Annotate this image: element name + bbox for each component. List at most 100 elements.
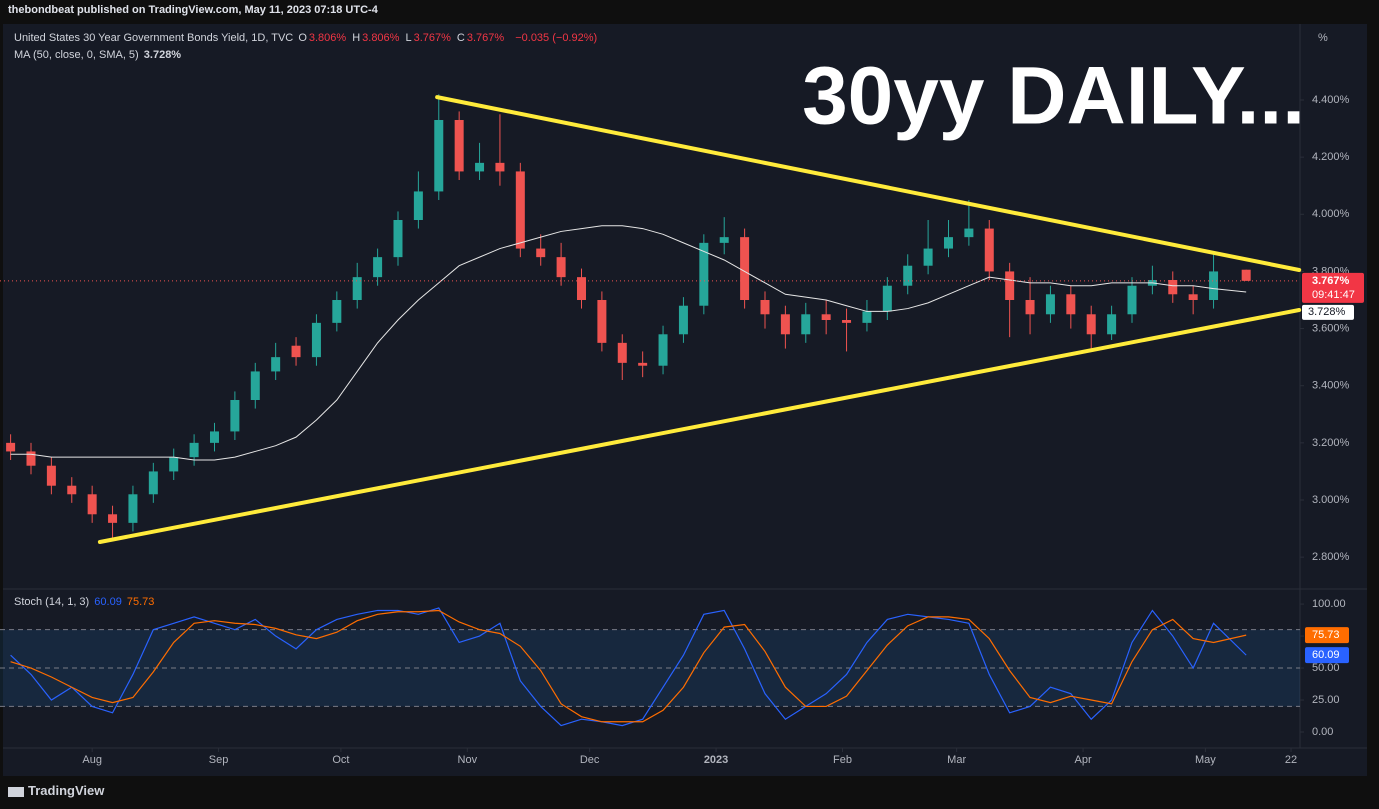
- y-tick-label: 25.00: [1312, 694, 1340, 706]
- y-tick-label: 50.00: [1312, 662, 1340, 674]
- main-legend: United States 30 Year Government Bonds Y…: [14, 32, 599, 44]
- candle-body: [46, 465, 56, 486]
- candle-body: [760, 300, 770, 315]
- candle-body: [515, 171, 525, 249]
- candle-body: [617, 342, 627, 363]
- stoch-d-value: 75.73: [126, 596, 155, 608]
- candle-body: [923, 248, 933, 266]
- y-tick-label: 3.600%: [1312, 322, 1350, 334]
- candles: [6, 94, 1251, 540]
- candle-body: [1209, 271, 1219, 300]
- footer-brand: TradingView: [8, 783, 104, 798]
- candle-body: [1025, 300, 1035, 315]
- x-tick-label: Nov: [458, 754, 478, 766]
- x-tick-label: Feb: [833, 754, 852, 766]
- stoch-last-box: [1305, 647, 1349, 664]
- candle-body: [169, 457, 179, 472]
- candle-body: [352, 277, 362, 300]
- candle-body: [311, 322, 321, 358]
- candle-body: [413, 191, 423, 220]
- candle-body: [291, 345, 301, 358]
- candle-body: [658, 334, 668, 366]
- ohlc-label: O: [298, 32, 307, 44]
- candle-body: [454, 120, 464, 172]
- candle-body: [67, 485, 77, 495]
- x-tick-label: 22: [1285, 754, 1297, 766]
- candle-body: [26, 451, 36, 466]
- y-tick-label: 3.000%: [1312, 494, 1350, 506]
- logo: [8, 786, 24, 797]
- candle-body: [1127, 285, 1137, 315]
- candle-body: [576, 277, 586, 300]
- last-price-label: 3.767%: [1312, 275, 1350, 287]
- ohlc-value: 3.806%: [362, 32, 400, 44]
- x-tick-label: Oct: [332, 754, 349, 766]
- x-tick-label: Mar: [947, 754, 966, 766]
- candle-body: [1188, 294, 1198, 300]
- candle-body: [1066, 294, 1076, 315]
- candle-body: [1045, 294, 1055, 315]
- candle-body: [1086, 314, 1096, 335]
- candle-body: [719, 237, 729, 243]
- candle-body: [740, 237, 750, 300]
- candle-body: [87, 494, 97, 515]
- candle-body: [189, 442, 199, 458]
- stoch-last-label: 75.73: [1312, 629, 1340, 641]
- symbol-title: United States 30 Year Government Bonds Y…: [14, 32, 294, 44]
- candle-body: [271, 357, 281, 372]
- stoch-last-label: 60.09: [1312, 649, 1340, 661]
- candle-body: [230, 400, 240, 432]
- last-price-box: [1302, 272, 1364, 303]
- ohlc-label: C: [456, 32, 465, 44]
- brand: TradingView: [28, 783, 105, 798]
- moving-average: [10, 225, 1247, 461]
- annotation: 30yy DAILY...: [802, 51, 1305, 142]
- candle-body: [882, 285, 892, 312]
- candle-body: [780, 314, 790, 335]
- x-tick-label: Aug: [82, 754, 102, 766]
- y-tick-label: 4.400%: [1312, 94, 1350, 106]
- publisher: thebondbeat published on TradingView.com…: [8, 4, 378, 16]
- candle-body: [373, 257, 383, 278]
- candle-body: [842, 320, 852, 323]
- ma-value: 3.728%: [143, 49, 182, 61]
- ma-last-label: 3.728%: [1308, 306, 1346, 318]
- x-tick-label: Apr: [1074, 754, 1091, 766]
- ohlc-label: H: [352, 32, 361, 44]
- candle-body: [434, 120, 444, 192]
- ma-name: MA (50, close, 0, SMA, 5): [14, 49, 139, 61]
- candle-body: [597, 300, 607, 343]
- candle-body: [393, 220, 403, 258]
- y-tick-label: 4.200%: [1312, 151, 1350, 163]
- candle-body: [801, 314, 811, 335]
- y-tick-label: 2.800%: [1312, 551, 1350, 563]
- candle-body: [862, 311, 872, 323]
- stoch-last-box: [1305, 627, 1349, 644]
- candle-body: [638, 362, 648, 366]
- candle-body: [1168, 280, 1178, 295]
- unit-label: %: [1318, 32, 1328, 44]
- stoch-line: [10, 607, 1247, 727]
- candle-body: [678, 305, 688, 335]
- y-tick-label: 3.200%: [1312, 437, 1350, 449]
- ohlc: O 3.806% H 3.806% L 3.767% C 3.767%: [298, 32, 510, 44]
- stoch-name: Stoch (14, 1, 3): [14, 596, 90, 608]
- ohlc-value: 3.767%: [413, 32, 451, 44]
- x-tick-label: May: [1195, 754, 1216, 766]
- candle-body: [1107, 314, 1117, 335]
- trendline: [435, 95, 1302, 272]
- y-tick-label: 0.00: [1312, 726, 1333, 738]
- candle-body: [699, 242, 709, 306]
- x-tick-label: Sep: [209, 754, 229, 766]
- ohlc-value: 3.767%: [466, 32, 505, 44]
- ohlc-value: 3.806%: [308, 32, 347, 44]
- candle-body: [128, 494, 138, 523]
- candle-body: [475, 162, 485, 172]
- ma-legend: MA (50, close, 0, SMA, 5) 3.728%: [14, 49, 183, 61]
- candle-body: [209, 431, 219, 443]
- candle-body: [148, 471, 158, 495]
- stoch-legend: Stoch (14, 1, 3) 60.09 75.73: [14, 596, 156, 608]
- stoch-k-value: 60.09: [94, 596, 122, 608]
